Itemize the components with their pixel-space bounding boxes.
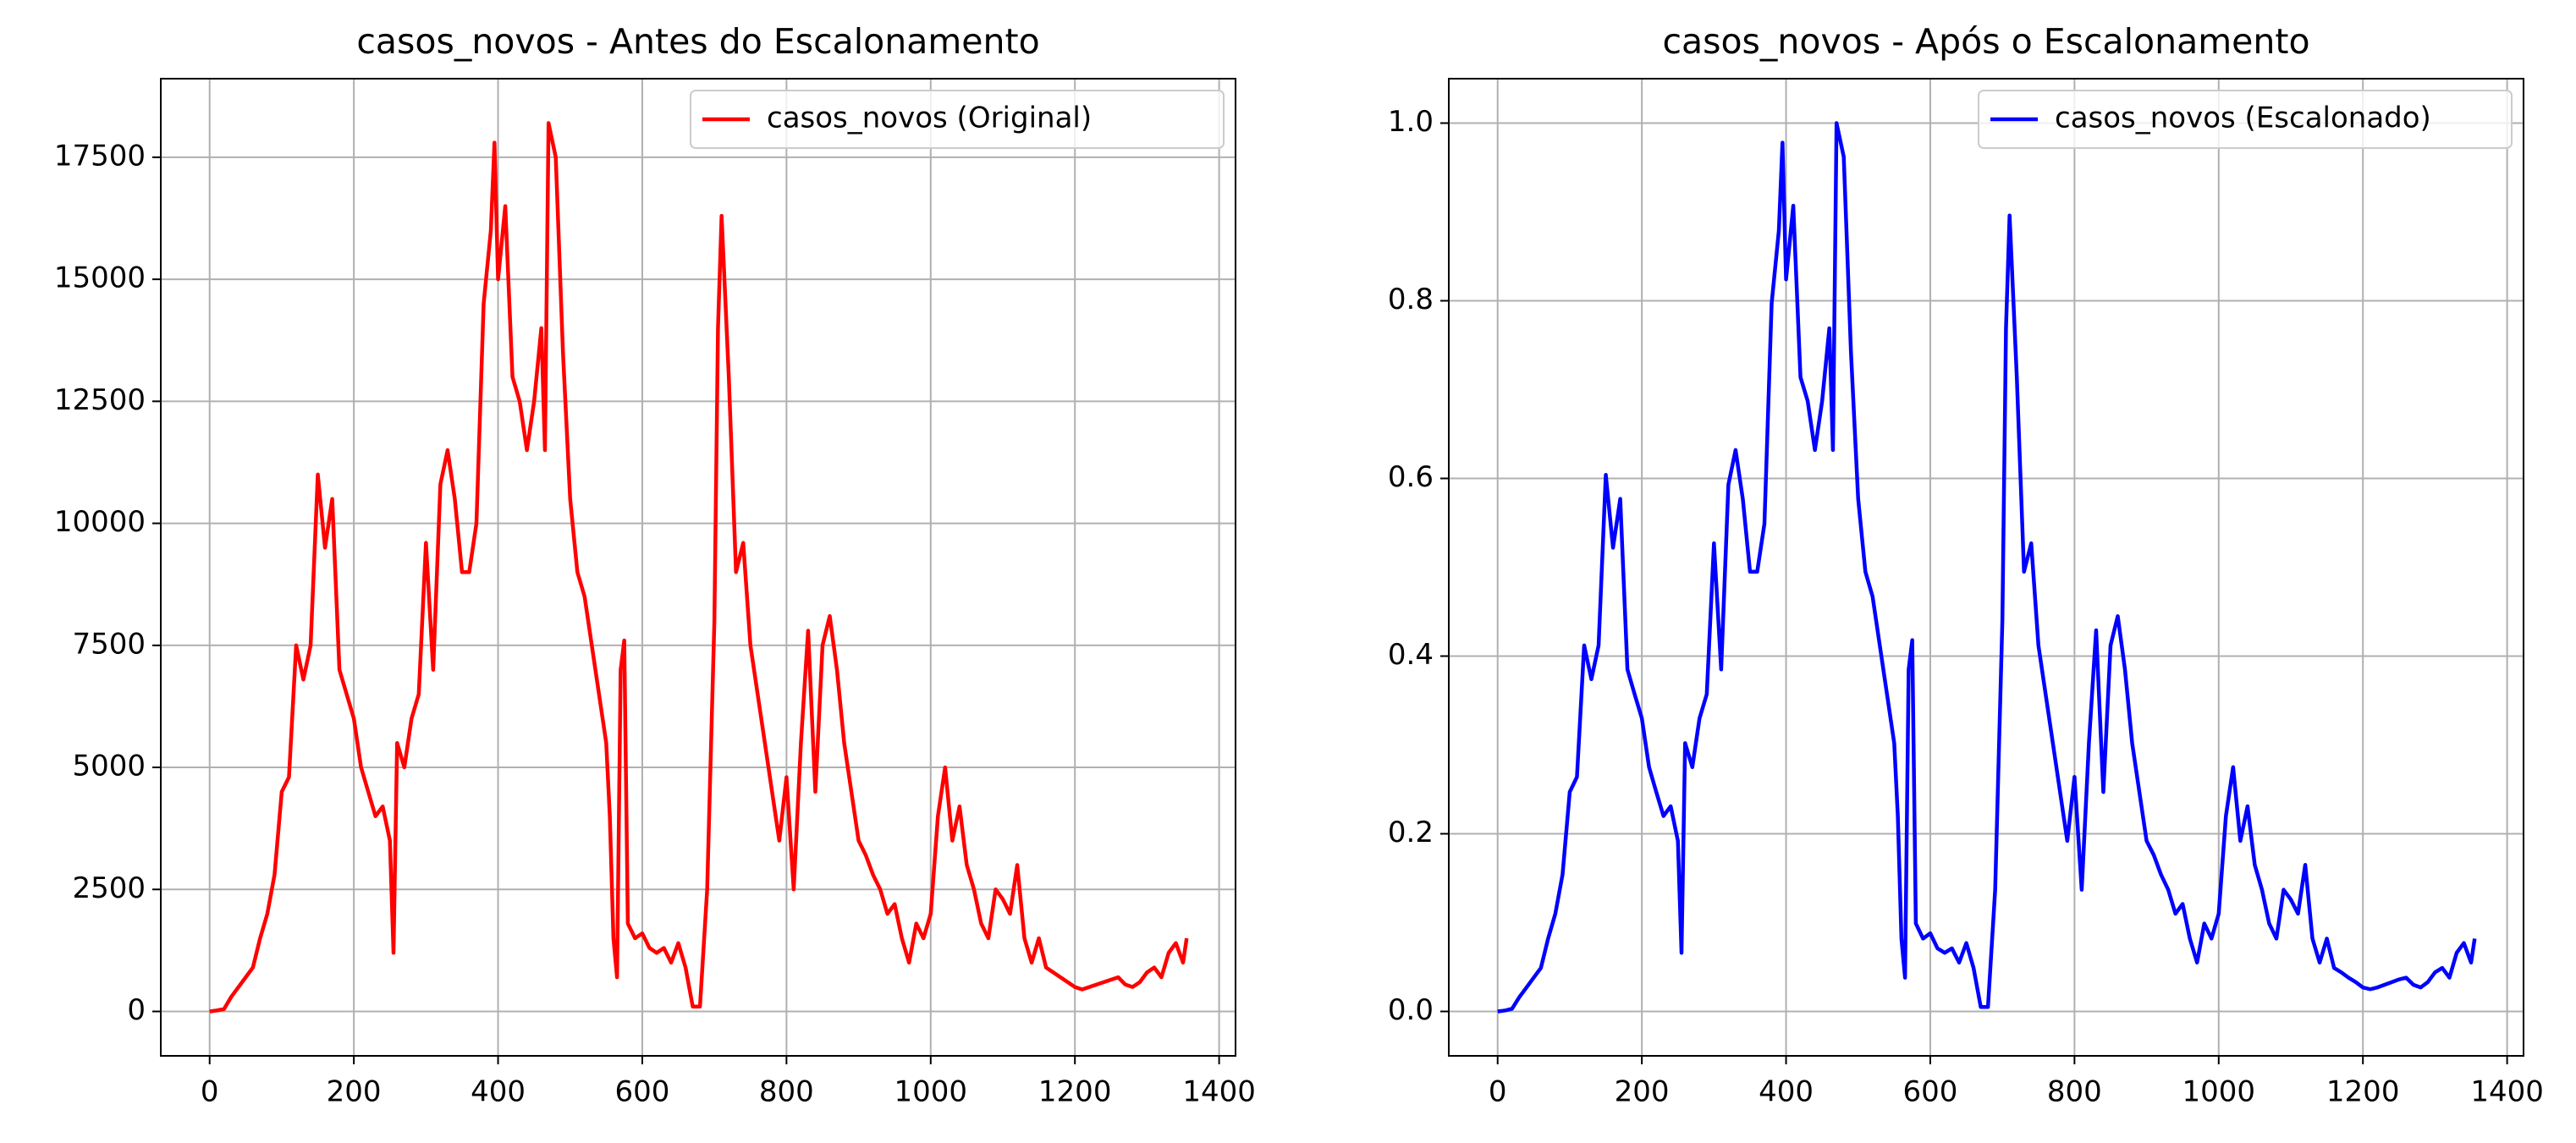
x-tick-label: 400 bbox=[1759, 1075, 1814, 1109]
x-tick-label: 1400 bbox=[1182, 1075, 1256, 1109]
data-line bbox=[209, 121, 1189, 1014]
data-line bbox=[1497, 121, 2477, 1014]
x-tick-label: 800 bbox=[2047, 1075, 2102, 1109]
legend-box bbox=[690, 90, 1225, 149]
y-tick-label: 0.0 bbox=[1388, 993, 1434, 1027]
x-tick-label: 600 bbox=[615, 1075, 670, 1109]
y-tick-label: 0.8 bbox=[1388, 283, 1434, 316]
subplot: casos_novos - Após o Escalonamento 0 200 40… bbox=[1388, 21, 2544, 1109]
subplot: casos_novos - Antes do Escalonamento 0 200… bbox=[54, 21, 1256, 1109]
legend-label: casos_novos (Original) bbox=[767, 102, 1092, 135]
x-tick-label: 200 bbox=[1615, 1075, 1670, 1109]
x-tick-label: 0 bbox=[1489, 1075, 1507, 1109]
legend: casos_novos (Escalonado) bbox=[1978, 90, 2513, 149]
x-tick-label: 0 bbox=[201, 1075, 219, 1109]
y-tick-label: 0.2 bbox=[1388, 816, 1434, 849]
y-tick-label: 5000 bbox=[72, 750, 146, 783]
x-tick-label: 1000 bbox=[2182, 1075, 2256, 1109]
y-tick-label: 7500 bbox=[72, 627, 146, 661]
chart-title: casos_novos - Após o Escalonamento bbox=[1662, 21, 2309, 62]
x-tick-label: 800 bbox=[759, 1075, 814, 1109]
y-tick-label: 15000 bbox=[54, 261, 146, 295]
chart-title: casos_novos - Antes do Escalonamento bbox=[356, 21, 1039, 62]
x-tick-label: 1400 bbox=[2470, 1075, 2544, 1109]
y-tick-label: 10000 bbox=[54, 505, 146, 539]
axes-frame bbox=[1448, 78, 2524, 1057]
legend-box bbox=[1978, 90, 2513, 149]
x-tick-label: 400 bbox=[471, 1075, 526, 1109]
legend-label: casos_novos (Escalonado) bbox=[2055, 102, 2431, 135]
y-tick-label: 0.6 bbox=[1388, 460, 1434, 494]
y-tick-label: 17500 bbox=[54, 139, 146, 173]
x-tick-label: 200 bbox=[327, 1075, 382, 1109]
y-tick-label: 1.0 bbox=[1388, 105, 1434, 139]
x-tick-label: 600 bbox=[1903, 1075, 1958, 1109]
y-tick-label: 12500 bbox=[54, 383, 146, 417]
y-tick-label: 0 bbox=[127, 993, 146, 1027]
y-tick-label: 0.4 bbox=[1388, 638, 1434, 672]
x-tick-label: 1200 bbox=[2326, 1075, 2400, 1109]
legend: casos_novos (Original) bbox=[690, 90, 1225, 149]
axes-frame bbox=[160, 78, 1236, 1057]
x-tick-label: 1200 bbox=[1038, 1075, 1112, 1109]
x-tick-label: 1000 bbox=[894, 1075, 968, 1109]
y-tick-label: 2500 bbox=[72, 871, 146, 905]
